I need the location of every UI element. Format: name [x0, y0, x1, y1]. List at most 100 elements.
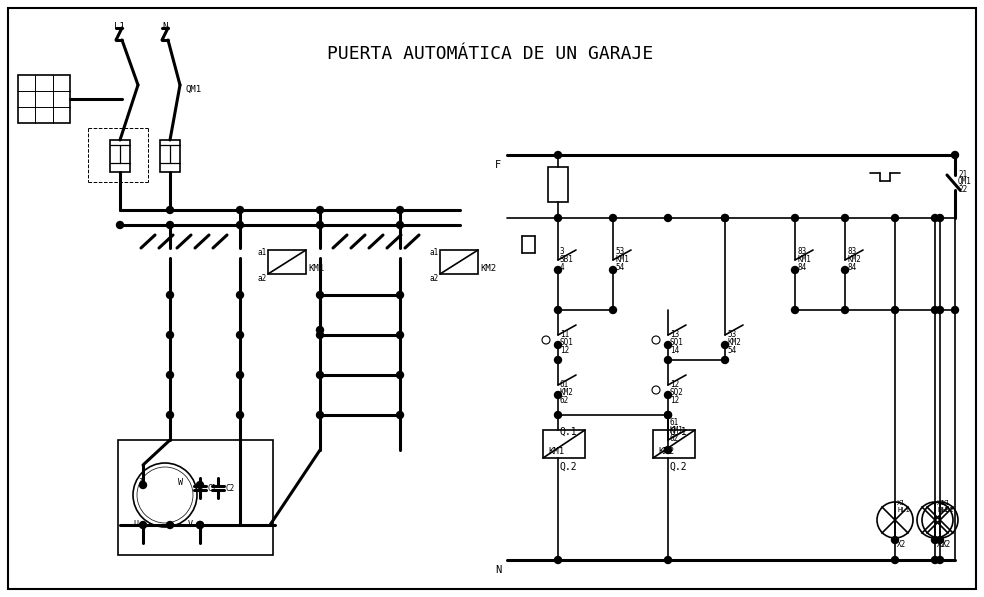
Circle shape: [609, 306, 617, 313]
Text: 13: 13: [670, 330, 679, 339]
Circle shape: [937, 306, 944, 313]
Circle shape: [555, 341, 562, 349]
Circle shape: [664, 411, 671, 418]
Circle shape: [555, 411, 562, 418]
Circle shape: [197, 522, 204, 528]
Circle shape: [166, 331, 173, 338]
Text: L1: L1: [113, 22, 124, 31]
Circle shape: [236, 411, 243, 418]
Text: 61: 61: [670, 418, 679, 427]
Text: 53: 53: [615, 247, 624, 256]
Text: HL3: HL3: [937, 507, 950, 513]
Circle shape: [317, 371, 324, 378]
Circle shape: [555, 266, 562, 273]
Text: a2: a2: [430, 274, 439, 283]
Text: X2: X2: [942, 540, 952, 549]
Text: KM1: KM1: [548, 447, 564, 456]
Text: C2: C2: [226, 484, 235, 493]
Text: KM1: KM1: [670, 426, 684, 435]
Bar: [548, 167, 568, 202]
Text: N: N: [162, 22, 167, 31]
Circle shape: [166, 411, 173, 418]
Circle shape: [555, 214, 562, 221]
Circle shape: [236, 221, 243, 229]
Bar: [653, 430, 695, 458]
Text: Z: Z: [138, 478, 143, 487]
Circle shape: [892, 214, 898, 221]
Text: Q.1: Q.1: [560, 427, 578, 437]
Circle shape: [841, 266, 848, 273]
Circle shape: [397, 371, 403, 378]
Text: 3: 3: [560, 247, 565, 256]
Text: KM1: KM1: [797, 255, 811, 264]
Circle shape: [397, 291, 403, 298]
Circle shape: [721, 341, 728, 349]
Text: 12: 12: [670, 396, 679, 405]
Text: X1: X1: [897, 500, 905, 506]
Circle shape: [932, 537, 939, 543]
Circle shape: [892, 306, 898, 313]
Text: 83: 83: [797, 247, 806, 256]
Circle shape: [664, 556, 671, 564]
Circle shape: [140, 482, 147, 488]
Text: V: V: [188, 520, 193, 529]
Text: KM2: KM2: [560, 388, 574, 397]
Circle shape: [166, 207, 173, 214]
Circle shape: [166, 221, 173, 229]
Text: KM1: KM1: [615, 255, 629, 264]
Circle shape: [952, 152, 958, 158]
Circle shape: [937, 214, 944, 221]
Text: KM2: KM2: [727, 338, 741, 347]
Text: 84: 84: [847, 263, 856, 272]
Text: N: N: [495, 565, 501, 575]
Circle shape: [937, 556, 944, 564]
Text: 54: 54: [615, 263, 624, 272]
Text: QM1: QM1: [958, 177, 972, 186]
Circle shape: [664, 341, 671, 349]
Circle shape: [317, 207, 324, 214]
Text: 4: 4: [560, 263, 565, 272]
Circle shape: [932, 214, 939, 221]
Bar: [268, 250, 306, 274]
Circle shape: [197, 482, 204, 488]
Text: 83: 83: [847, 247, 856, 256]
Circle shape: [952, 306, 958, 313]
Text: X2: X2: [897, 540, 906, 549]
Text: PUERTA AUTOMÁTICA DE UN GARAJE: PUERTA AUTOMÁTICA DE UN GARAJE: [327, 45, 653, 63]
Circle shape: [317, 291, 324, 298]
Circle shape: [841, 214, 848, 221]
Text: 11: 11: [560, 330, 570, 339]
Circle shape: [791, 306, 798, 313]
Text: KM2: KM2: [847, 255, 861, 264]
Circle shape: [664, 447, 671, 454]
Circle shape: [664, 356, 671, 364]
Circle shape: [609, 266, 617, 273]
Text: 61: 61: [560, 380, 570, 389]
Text: Q.2: Q.2: [670, 462, 688, 472]
Text: QM1: QM1: [185, 85, 201, 94]
Text: KM1: KM1: [308, 264, 324, 273]
Text: SQ1: SQ1: [560, 338, 574, 347]
Circle shape: [166, 371, 173, 378]
Bar: [118, 440, 273, 555]
Circle shape: [791, 214, 798, 221]
Circle shape: [317, 221, 324, 229]
Text: C1: C1: [208, 484, 217, 493]
Circle shape: [721, 214, 728, 221]
Text: 62: 62: [560, 396, 570, 405]
Text: HL2: HL2: [942, 507, 954, 513]
Text: 14: 14: [670, 346, 679, 355]
Text: 54: 54: [727, 346, 736, 355]
Text: 12: 12: [560, 346, 570, 355]
Circle shape: [397, 221, 403, 229]
Bar: [18, 75, 70, 123]
Text: SQ1: SQ1: [670, 338, 684, 347]
Circle shape: [555, 556, 562, 564]
Circle shape: [664, 214, 671, 221]
Text: 21: 21: [958, 170, 967, 179]
Circle shape: [892, 537, 898, 543]
Circle shape: [841, 306, 848, 313]
Circle shape: [932, 556, 939, 564]
Circle shape: [140, 522, 147, 528]
Text: SQ2: SQ2: [670, 388, 684, 397]
